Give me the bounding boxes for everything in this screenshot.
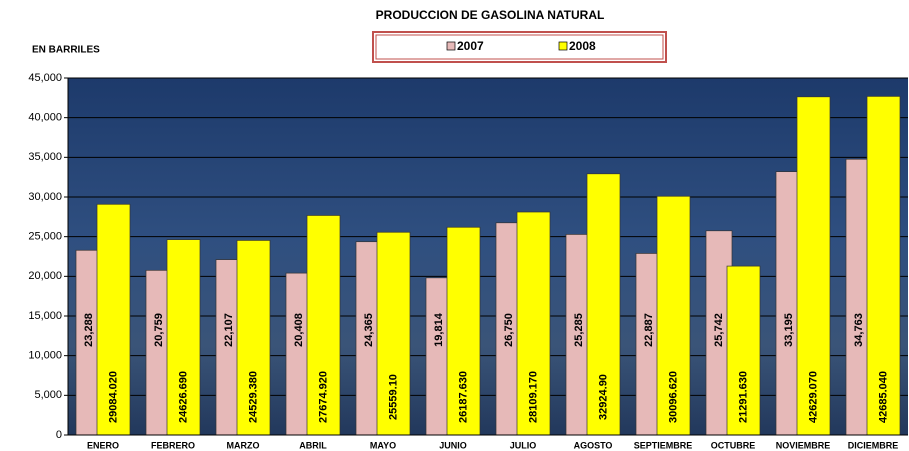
- data-label: 22,887: [643, 313, 655, 347]
- legend-swatch: [559, 42, 567, 50]
- data-label: 24626.690: [177, 371, 189, 423]
- y-tick-label: 30,000: [28, 191, 62, 203]
- data-label: 29084.020: [107, 371, 119, 423]
- data-label: 21291.630: [737, 371, 749, 423]
- data-label: 24,365: [363, 313, 375, 347]
- data-label: 42629.070: [807, 371, 819, 423]
- data-label: 19,814: [433, 312, 445, 347]
- x-tick-label: OCTUBRE: [711, 440, 756, 450]
- data-label: 23,288: [83, 313, 95, 347]
- y-tick-label: 15,000: [28, 310, 62, 322]
- data-label: 25,285: [573, 313, 585, 347]
- data-label: 20,759: [153, 313, 165, 347]
- y-axis-label: EN BARRILES: [32, 45, 100, 56]
- legend-swatch: [447, 42, 455, 50]
- y-tick-label: 20,000: [28, 270, 62, 282]
- x-tick-label: FEBRERO: [151, 440, 195, 450]
- y-tick-label: 45,000: [28, 72, 62, 84]
- data-label: 27674.920: [317, 371, 329, 423]
- y-tick-label: 10,000: [28, 350, 62, 362]
- data-label: 20,408: [293, 313, 305, 347]
- x-tick-label: NOVIEMBRE: [776, 440, 831, 450]
- x-tick-label: MARZO: [227, 440, 260, 450]
- x-tick-label: SEPTIEMBRE: [634, 440, 693, 450]
- data-label: 25559.10: [387, 374, 399, 420]
- y-tick-label: 25,000: [28, 231, 62, 243]
- x-tick-label: DICIEMBRE: [848, 440, 899, 450]
- y-tick-label: 5,000: [34, 389, 62, 401]
- data-label: 26187.630: [457, 371, 469, 423]
- y-tick-label: 35,000: [28, 151, 62, 163]
- x-tick-label: JULIO: [510, 440, 537, 450]
- x-tick-label: AGOSTO: [574, 440, 613, 450]
- data-label: 24529.380: [247, 371, 259, 423]
- chart-title: PRODUCCION DE GASOLINA NATURAL: [376, 8, 605, 22]
- x-tick-label: ENERO: [87, 440, 119, 450]
- chart: PRODUCCION DE GASOLINA NATURAL EN BARRIL…: [0, 0, 909, 451]
- data-label: 30096.620: [667, 371, 679, 423]
- data-label: 34,763: [853, 313, 865, 347]
- y-tick-label: 40,000: [28, 112, 62, 124]
- legend-label: 2007: [457, 39, 484, 53]
- x-tick-label: MAYO: [370, 440, 396, 450]
- data-label: 42685.040: [877, 371, 889, 423]
- data-label: 33,195: [783, 313, 795, 347]
- legend-label: 2008: [569, 39, 596, 53]
- data-label: 25,742: [713, 313, 725, 347]
- data-label: 26,750: [503, 313, 515, 347]
- legend: [373, 32, 666, 62]
- data-label: 28109.170: [527, 371, 539, 423]
- y-tick-label: 0: [56, 429, 62, 441]
- x-tick-label: JUNIO: [439, 440, 467, 450]
- data-label: 22,107: [223, 313, 235, 347]
- data-label: 32924.90: [597, 374, 609, 420]
- x-tick-label: ABRIL: [299, 440, 327, 450]
